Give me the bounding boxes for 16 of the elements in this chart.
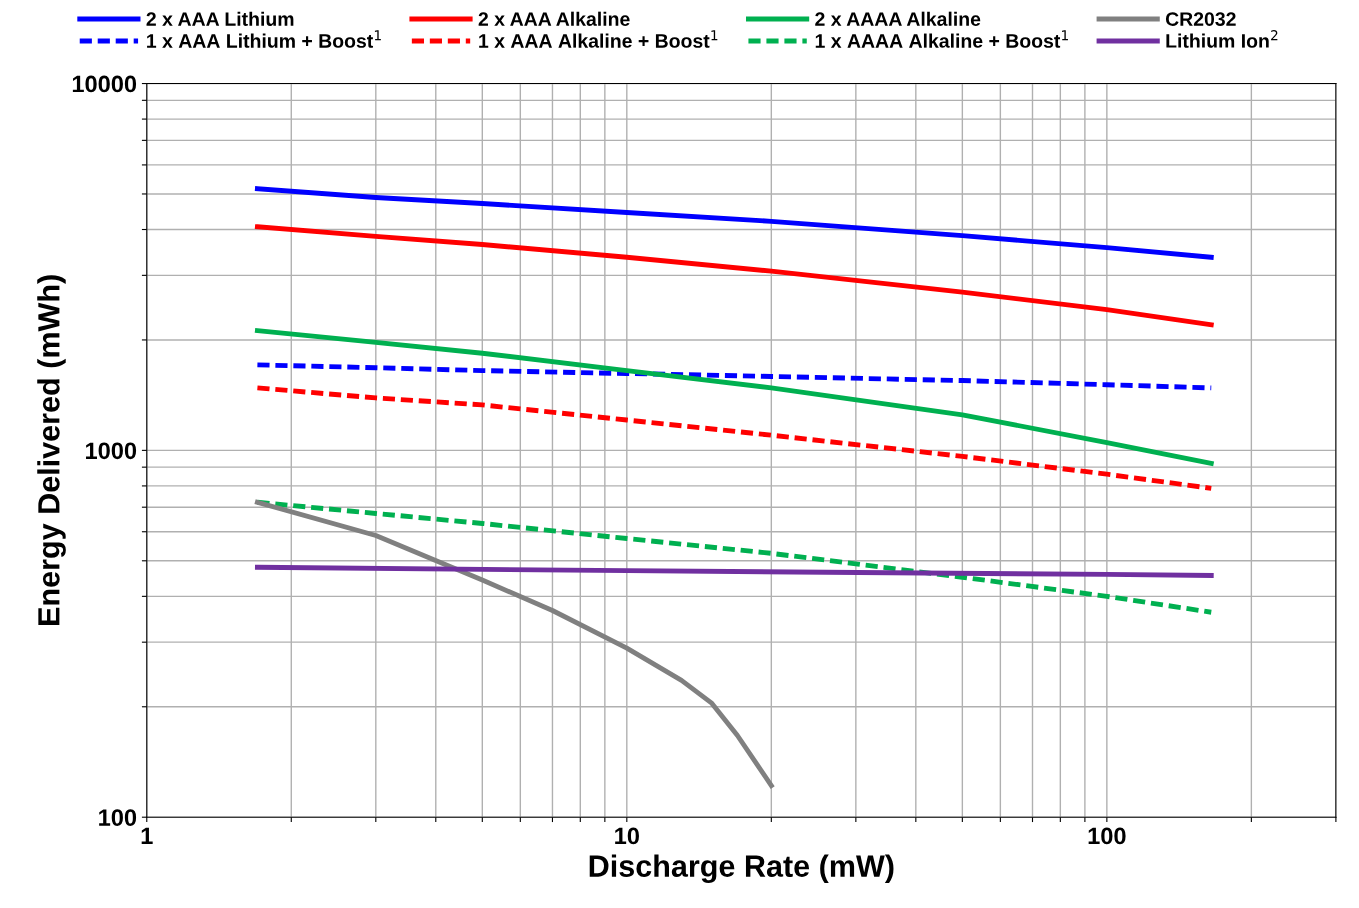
legend-label: 2 x AAAA Alkaline xyxy=(815,11,981,26)
x-tick-label: 100 xyxy=(1088,827,1126,845)
legend-label: Lithium Ion$^{2}$ xyxy=(1166,30,1278,48)
x-axis-title: Discharge Rate (mW) xyxy=(589,854,894,884)
legend-label: 2 x AAA Lithium xyxy=(146,11,294,26)
legend-label: 2 x AAA Alkaline xyxy=(478,11,630,26)
legend-label: CR2032 xyxy=(1165,12,1236,26)
y-tick-label: 1000 xyxy=(86,442,137,460)
legend-label: 1 x AAA Alkaline + Boost$^{1}$ xyxy=(479,30,718,48)
legend-label: 1 x AAA Lithium + Boost$^{1}$ xyxy=(147,30,381,48)
legend-label: 1 x AAAA Alkaline + Boost$^{1}$ xyxy=(815,30,1068,48)
y-tick-label: 100 xyxy=(99,809,137,826)
x-tick-label: 1 xyxy=(141,827,153,845)
x-tick-label: 10 xyxy=(615,827,639,845)
y-axis-title: Energy Delivered (mWh) xyxy=(37,275,66,625)
y-tick-label: 10000 xyxy=(72,75,137,93)
